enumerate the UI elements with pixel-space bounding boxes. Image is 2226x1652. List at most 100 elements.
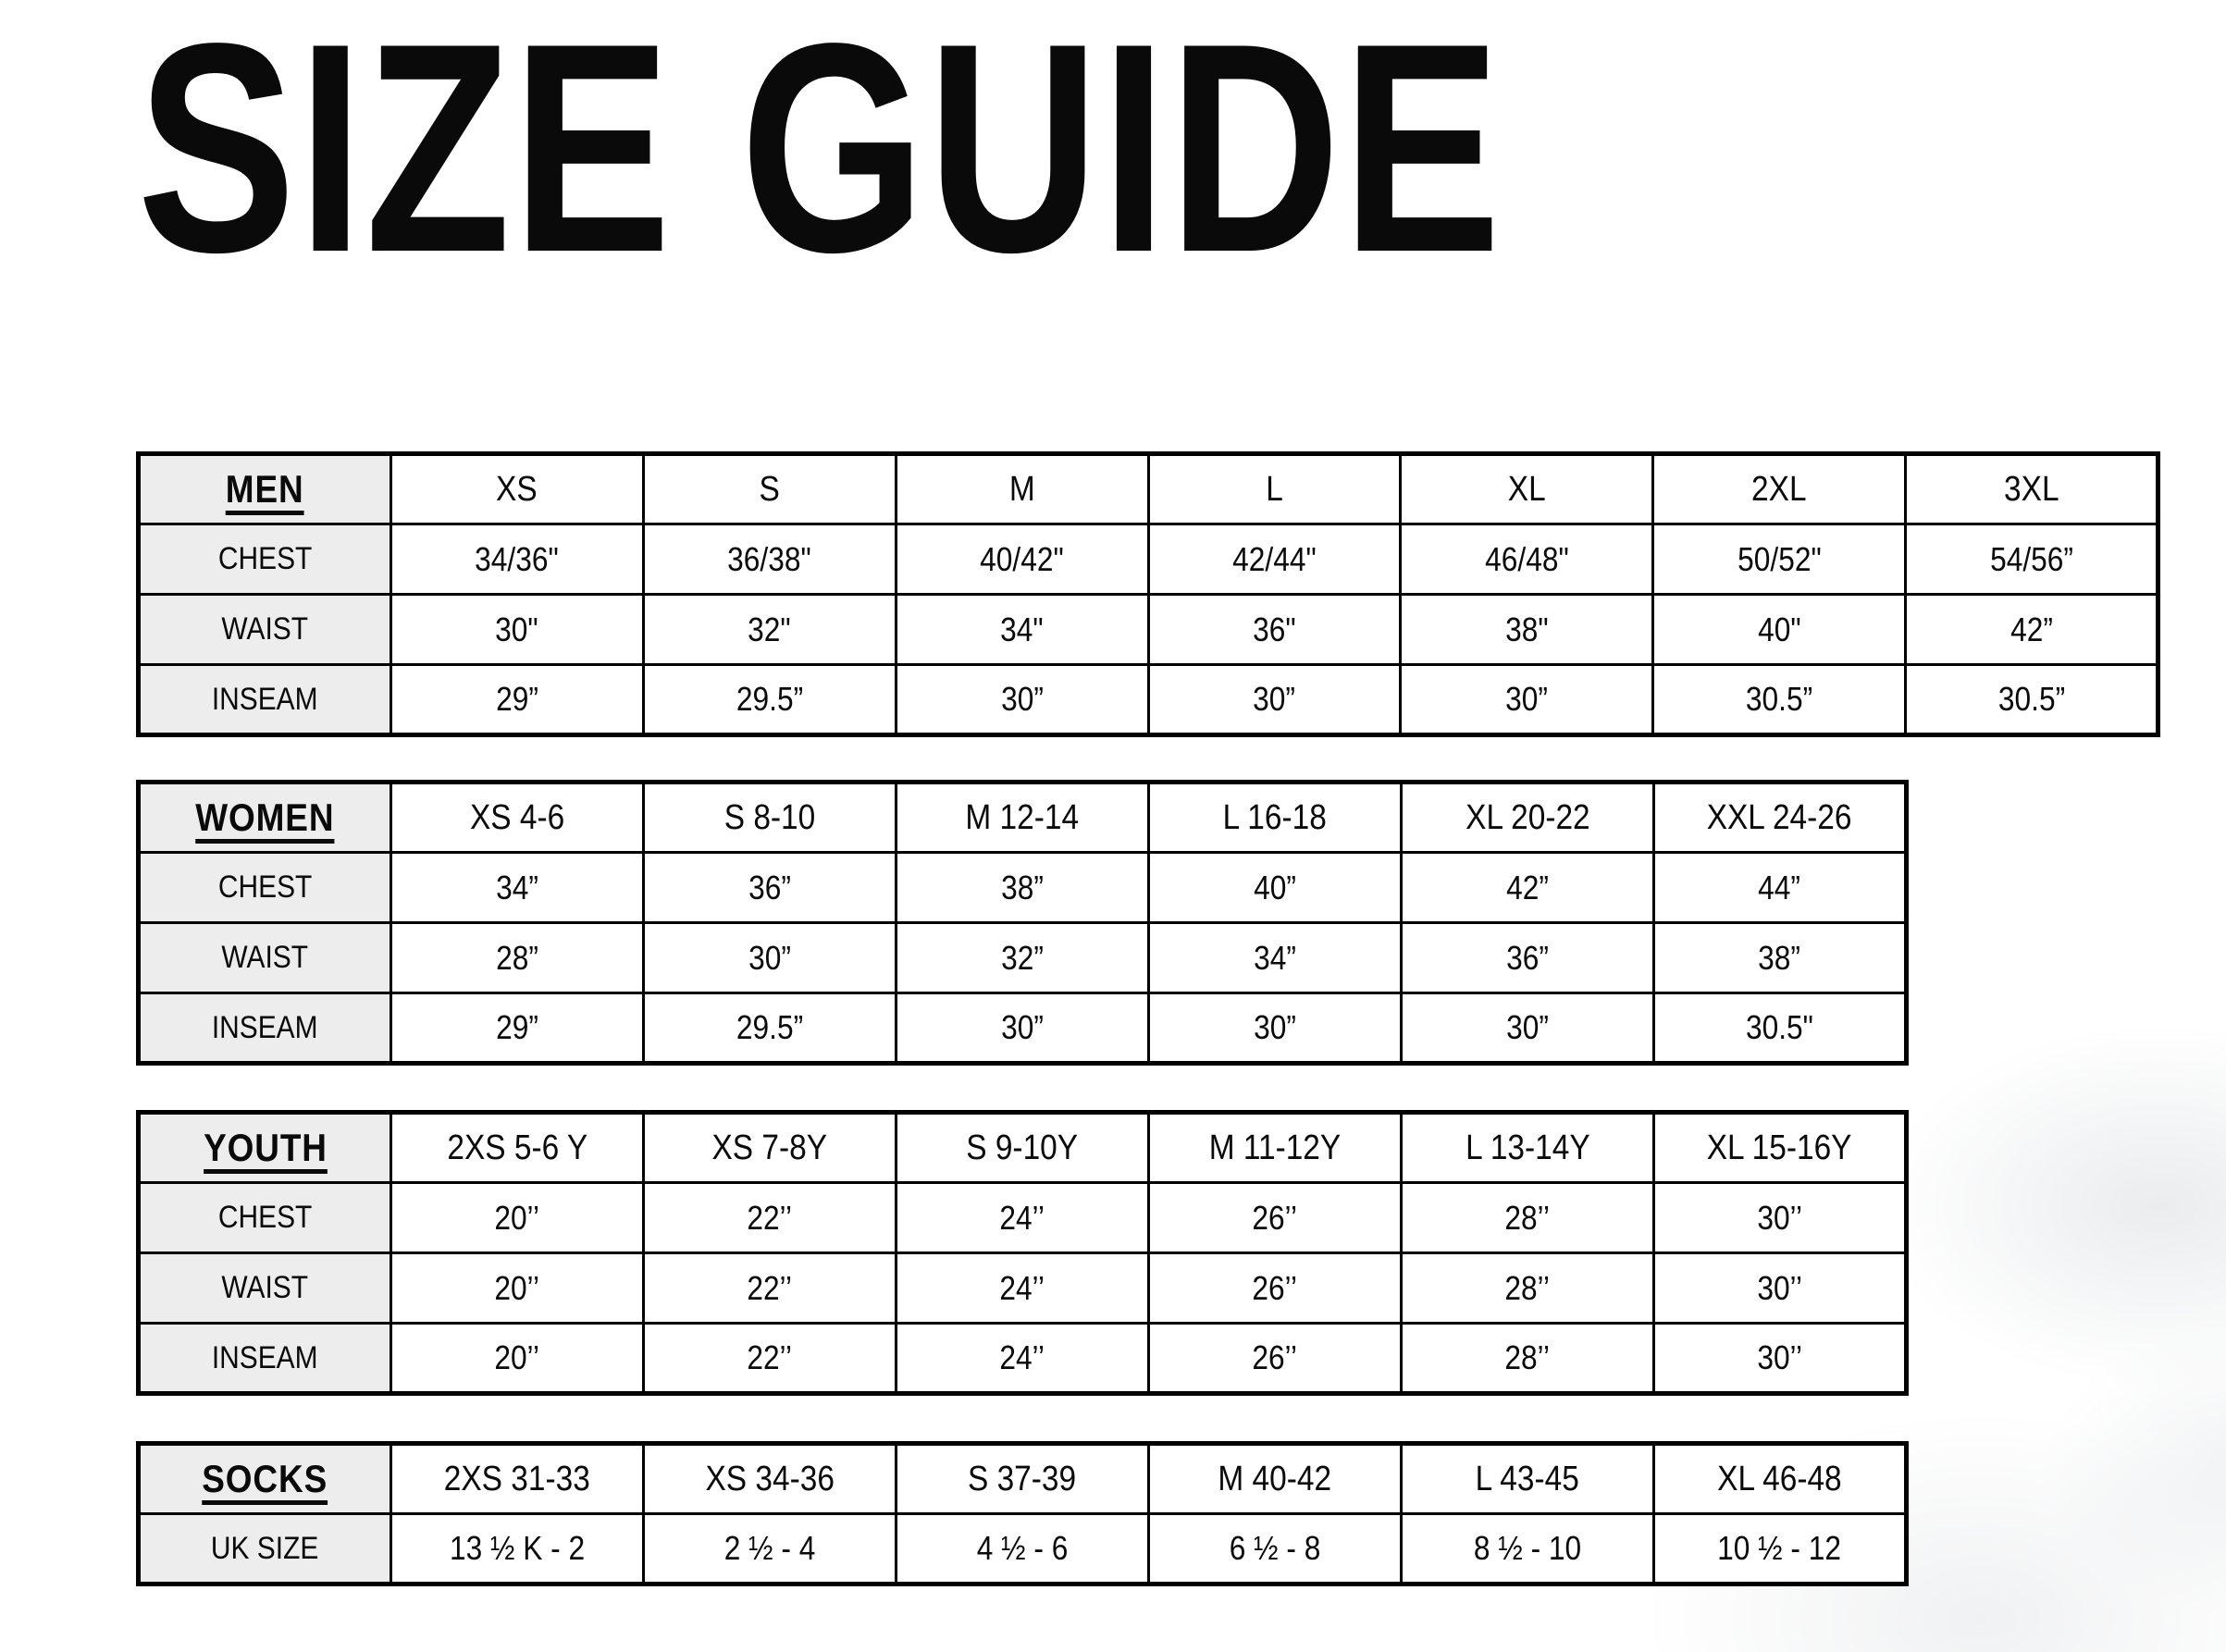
socks-value-cell: 13 ½ K - 2: [390, 1512, 645, 1585]
women-table-row: INSEAM 29” 29.5” 30” 30” 30” 30.5": [137, 992, 1908, 1065]
youth-size-header-cell: 2XS 5-6 Y: [390, 1111, 645, 1184]
youth-value: 22’’: [747, 1198, 793, 1237]
women-row-label-cell: WAIST: [137, 921, 392, 994]
women-value: 30.5": [1746, 1008, 1813, 1046]
women-row-label: INSEAM: [212, 1009, 318, 1045]
men-value-cell: 29.5”: [641, 663, 897, 736]
men-table-row: CHEST 34/36" 36/38" 40/42" 42/44" 46/48" 50/52…: [137, 523, 2159, 596]
men-value-cell: 54/56”: [1904, 523, 2159, 596]
socks-value: 6 ½ - 8: [1229, 1529, 1321, 1567]
men-table-row: INSEAM 29” 29.5” 30” 30” 30” 30.5” 30.5”: [137, 663, 2159, 736]
women-size-label: S 8-10: [723, 797, 816, 837]
youth-size-table: YOUTH 2XS 5-6 Y XS 7-8Y S 9-10Y M 11-12Y L 13…: [136, 1110, 1909, 1396]
youth-size-header-cell: L 13-14Y: [1400, 1111, 1655, 1184]
men-value-cell: 34": [894, 593, 1150, 666]
women-value: 30”: [1254, 1008, 1296, 1046]
women-size-label: L 16-18: [1222, 797, 1328, 837]
men-value-cell: 36/38": [641, 523, 897, 596]
men-row-label: WAIST: [221, 611, 309, 647]
women-category-label: WOMEN: [195, 795, 335, 839]
socks-size-header-cell: S 37-39: [895, 1442, 1150, 1515]
socks-size-label: XL 46-48: [1717, 1459, 1842, 1498]
men-row-label-cell: CHEST: [137, 523, 392, 596]
youth-value: 28’’: [1504, 1268, 1551, 1307]
socks-value-cell: 2 ½ - 4: [642, 1512, 897, 1585]
men-value: 54/56”: [1989, 539, 2073, 578]
men-value: 30.5”: [1997, 680, 2065, 718]
page-title: SIZE GUIDE: [137, 0, 1503, 314]
socks-row-label-cell: UK SIZE: [137, 1512, 392, 1585]
men-value: 46/48": [1485, 539, 1569, 578]
socks-value-cell: 6 ½ - 8: [1147, 1512, 1403, 1585]
women-value-cell: 28”: [390, 921, 645, 994]
youth-value-cell: 30’’: [1652, 1251, 1908, 1325]
women-value-cell: 30”: [895, 992, 1150, 1065]
men-size-header-cell: M: [894, 452, 1150, 525]
youth-value-cell: 28’’: [1400, 1251, 1655, 1325]
men-size-header-cell: 2XL: [1651, 452, 1908, 525]
men-size-table: MEN XS S M L XL 2XL 3XL CHEST 34/36" 36/38" 40/42" 4…: [136, 451, 2160, 737]
youth-value: 26’’: [1252, 1338, 1298, 1376]
women-value: 38”: [1001, 868, 1044, 906]
men-row-label: CHEST: [217, 541, 313, 576]
men-value: 40": [1757, 610, 1801, 648]
youth-table-row: INSEAM 20’’ 22’’ 24’’ 26’’ 28’’ 30’’: [137, 1322, 1908, 1395]
youth-value: 26’’: [1252, 1268, 1298, 1307]
youth-value-cell: 20’’: [390, 1181, 645, 1254]
youth-value: 30’’: [1757, 1198, 1802, 1237]
men-value-cell: 36": [1146, 593, 1403, 666]
women-value-cell: 34”: [1147, 921, 1403, 994]
women-value: 38”: [1758, 938, 1801, 977]
socks-size-header-cell: XS 34-36: [642, 1442, 897, 1515]
men-value-cell: 30": [389, 593, 645, 666]
socks-table-row: UK SIZE 13 ½ K - 2 2 ½ - 4 4 ½ - 6 6 ½ - 8 8 …: [137, 1512, 1908, 1585]
youth-value-cell: 24’’: [895, 1322, 1150, 1395]
men-value: 38": [1505, 610, 1549, 648]
women-table-row: WAIST 28” 30” 32” 34” 36” 38”: [137, 921, 1908, 994]
youth-header-row: YOUTH 2XS 5-6 Y XS 7-8Y S 9-10Y M 11-12Y L 13…: [137, 1111, 1908, 1184]
women-value: 29.5”: [736, 1008, 804, 1046]
men-value: 36/38": [727, 539, 811, 578]
youth-category-label: YOUTH: [203, 1126, 328, 1169]
socks-value: 2 ½ - 4: [723, 1529, 816, 1567]
youth-value-cell: 30’’: [1652, 1322, 1908, 1395]
youth-value-cell: 22’’: [642, 1322, 897, 1395]
men-value: 30”: [1000, 680, 1044, 718]
youth-size-label: XL 15-16Y: [1707, 1128, 1852, 1167]
women-value-cell: 29”: [390, 992, 645, 1065]
youth-value-cell: 22’’: [642, 1181, 897, 1254]
men-size-label: M: [1008, 469, 1035, 509]
youth-value: 30’’: [1757, 1268, 1802, 1307]
socks-size-header-cell: L 43-45: [1400, 1442, 1655, 1515]
men-value: 42/44": [1232, 539, 1317, 578]
women-value: 34”: [496, 868, 538, 906]
men-value-cell: 30”: [1146, 663, 1403, 736]
socks-value: 10 ½ - 12: [1717, 1529, 1842, 1567]
women-value-cell: 30”: [1147, 992, 1403, 1065]
youth-value: 28’’: [1504, 1338, 1551, 1376]
women-value-cell: 30.5": [1652, 992, 1908, 1065]
men-value-cell: 42/44": [1146, 523, 1403, 596]
socks-size-table: SOCKS 2XS 31-33 XS 34-36 S 37-39 M 40-42 L 43…: [136, 1441, 1909, 1586]
youth-row-label-cell: INSEAM: [137, 1322, 392, 1395]
men-size-header-cell: S: [641, 452, 897, 525]
men-value: 34": [1000, 610, 1044, 648]
women-table-row: CHEST 34” 36” 38” 40” 42” 44”: [137, 851, 1908, 924]
socks-size-header-cell: M 40-42: [1147, 1442, 1403, 1515]
youth-table-row: WAIST 20’’ 22’’ 24’’ 26’’ 28’’ 30’’: [137, 1251, 1908, 1325]
women-size-label: XXL 24-26: [1707, 797, 1852, 837]
youth-value: 22’’: [747, 1338, 793, 1376]
men-value-cell: 30.5”: [1651, 663, 1908, 736]
men-value-cell: 42”: [1904, 593, 2159, 666]
men-value-cell: 32": [641, 593, 897, 666]
youth-row-label: CHEST: [217, 1200, 313, 1235]
socks-size-label: M 40-42: [1218, 1459, 1332, 1498]
socks-size-label: 2XS 31-33: [443, 1459, 591, 1498]
youth-size-header-cell: XS 7-8Y: [642, 1111, 897, 1184]
youth-value-cell: 30’’: [1652, 1181, 1908, 1254]
youth-value: 20’’: [494, 1338, 540, 1376]
women-row-label-cell: CHEST: [137, 851, 392, 924]
youth-value: 24’’: [999, 1268, 1045, 1307]
men-value: 29.5”: [736, 680, 803, 718]
men-category-cell: MEN: [137, 452, 392, 525]
